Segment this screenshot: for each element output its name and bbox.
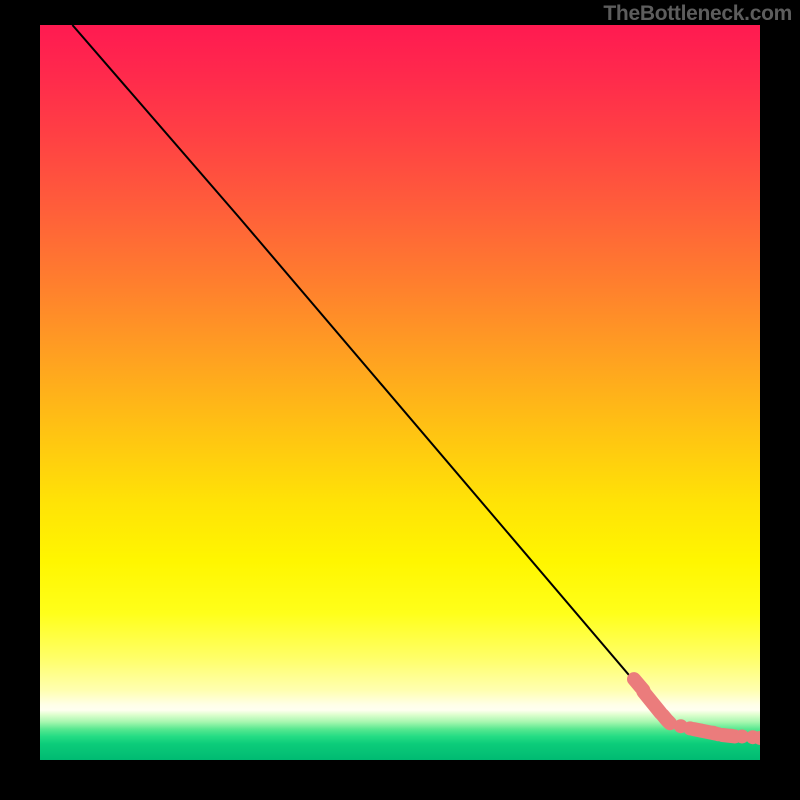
marker-dot: [694, 724, 708, 738]
marker-dot: [711, 727, 725, 741]
chart-gradient-background: [40, 25, 760, 760]
chart-plot-area: [40, 25, 760, 760]
marker-segment: [668, 721, 670, 723]
chart-svg: [40, 25, 760, 760]
watermark-text: TheBottleneck.com: [603, 2, 792, 26]
